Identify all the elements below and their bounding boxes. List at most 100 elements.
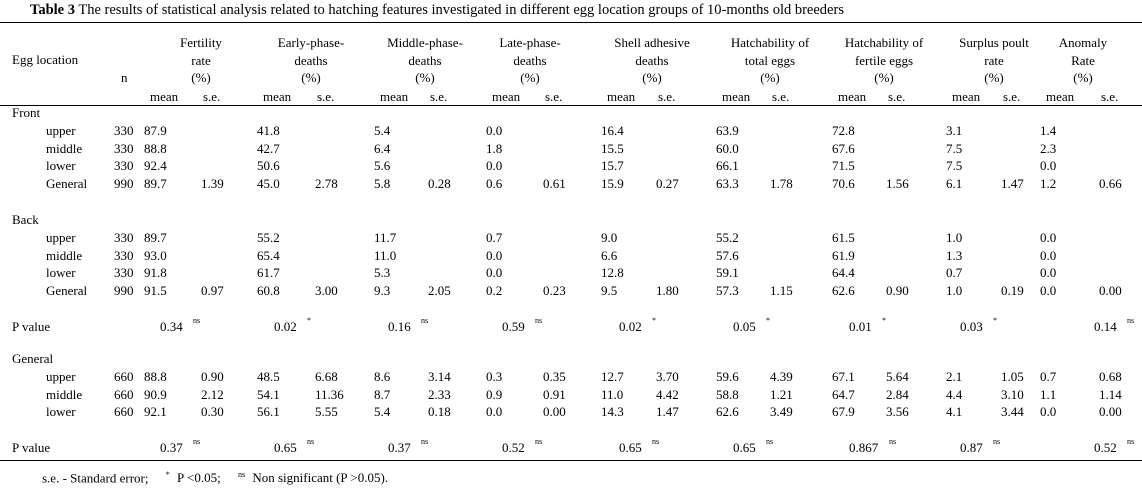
cell-mean: 0.0	[486, 247, 503, 263]
p-value: 0.03	[960, 319, 983, 334]
cell-se: 0.97	[201, 282, 224, 298]
cell-mean: 91.5	[144, 282, 167, 298]
cell-mean: 0.0	[486, 265, 503, 281]
ns-mark: ns	[535, 437, 543, 446]
cell-se: 0.27	[656, 175, 679, 191]
row-n: 330	[114, 247, 134, 263]
cell-se: 1.47	[1001, 175, 1024, 191]
cell-mean: 57.3	[716, 282, 739, 298]
cell-mean: 89.7	[144, 230, 167, 245]
cell-se: 2.78	[315, 175, 338, 191]
cell-mean: 62.6	[716, 404, 739, 420]
se-subheader: s.e.	[545, 89, 563, 104]
mean-subheader: mean	[607, 89, 636, 104]
cell-se: 0.90	[201, 369, 224, 384]
footnote-ns-mark: ns	[237, 470, 246, 479]
cell-mean: 70.6	[832, 175, 855, 191]
mean-subheader: mean	[263, 89, 292, 104]
ns-mark: ns	[1127, 316, 1135, 325]
se-subheader: s.e.	[1101, 89, 1119, 104]
column-header-unit: (%)	[760, 70, 780, 85]
cell-mean: 5.6	[374, 158, 391, 174]
cell-mean: 0.9	[486, 386, 503, 402]
p-value: 0.05	[733, 319, 756, 334]
cell-mean: 60.0	[716, 140, 739, 156]
table-footnote: s.e. - Standard error; * P <0.05; ns Non…	[42, 470, 388, 486]
cell-mean: 5.3	[374, 265, 391, 281]
significance-star: *	[307, 316, 311, 325]
cell-se: 0.00	[543, 404, 566, 420]
cell-mean: 91.8	[144, 265, 167, 281]
footnote-se: s.e. - Standard error;	[42, 470, 149, 486]
ns-mark: ns	[193, 437, 201, 446]
cell-mean: 61.7	[257, 265, 280, 281]
p-value: 0.65	[733, 440, 756, 455]
p-value: 0.87	[960, 440, 983, 455]
cell-mean: 8.6	[374, 369, 391, 384]
ns-mark: ns	[421, 437, 429, 446]
cell-se: 0.91	[543, 386, 566, 402]
se-subheader: s.e.	[772, 89, 790, 104]
cell-mean: 90.9	[144, 386, 167, 402]
section-title: Back	[12, 212, 39, 227]
cell-mean: 55.2	[257, 230, 280, 245]
column-header-line2: deaths	[408, 53, 442, 68]
table-caption-text: The results of statistical analysis rela…	[75, 2, 844, 18]
p-value: 0.52	[1094, 440, 1117, 455]
cell-mean: 1.8	[486, 140, 503, 156]
cell-mean: 1.4	[1040, 123, 1057, 138]
cell-se: 6.68	[315, 369, 338, 384]
ns-mark: ns	[193, 316, 201, 325]
cell-se: 0.18	[428, 404, 451, 420]
significance-star: *	[652, 316, 656, 325]
cell-mean: 61.5	[832, 230, 855, 245]
row-n: 660	[114, 369, 134, 384]
mean-subheader: mean	[380, 89, 409, 104]
cell-se: 3.56	[886, 404, 909, 420]
cell-se: 3.14	[428, 369, 451, 384]
cell-se: 2.12	[201, 386, 224, 402]
column-header-unit: (%)	[191, 70, 211, 85]
cell-mean: 12.8	[601, 265, 624, 281]
cell-mean: 0.2	[486, 282, 503, 298]
cell-mean: 1.1	[1040, 386, 1057, 402]
n-header: n	[121, 70, 128, 85]
cell-mean: 15.5	[601, 140, 624, 156]
cell-mean: 7.5	[946, 140, 963, 156]
row-n: 330	[114, 158, 134, 174]
mean-subheader: mean	[150, 89, 179, 104]
mean-subheader: mean	[838, 89, 867, 104]
mean-subheader: mean	[722, 89, 751, 104]
se-subheader: s.e.	[317, 89, 335, 104]
cell-se: 5.55	[315, 404, 338, 420]
ns-mark: ns	[307, 437, 315, 446]
cell-mean: 92.1	[144, 404, 167, 420]
cell-se: 2.33	[428, 386, 451, 402]
cell-se: 4.42	[656, 386, 679, 402]
cell-mean: 11.0	[374, 247, 397, 263]
cell-se: 1.05	[1001, 369, 1024, 384]
footnote-star-mark: *	[165, 470, 170, 479]
row-label: middle	[46, 140, 83, 156]
cell-mean: 57.6	[716, 247, 739, 263]
footnote-star: P <0.05;	[177, 470, 221, 486]
cell-mean: 4.1	[946, 404, 963, 420]
p-value-label: P value	[12, 440, 51, 455]
cell-mean: 0.0	[1040, 158, 1057, 174]
row-n: 990	[114, 282, 134, 298]
cell-se: 0.23	[543, 282, 566, 298]
cell-se: 1.47	[656, 404, 679, 420]
cell-se: 2.05	[428, 282, 451, 298]
se-subheader: s.e.	[430, 89, 448, 104]
se-subheader: s.e.	[658, 89, 676, 104]
cell-mean: 6.6	[601, 247, 618, 263]
row-label: middle	[46, 247, 83, 263]
column-header-unit: (%)	[415, 70, 435, 85]
ns-mark: ns	[421, 316, 429, 325]
mean-subheader: mean	[492, 89, 521, 104]
cell-mean: 1.0	[946, 282, 963, 298]
cell-mean: 0.7	[1040, 369, 1057, 384]
cell-se: 1.80	[656, 282, 679, 298]
cell-mean: 41.8	[257, 123, 280, 138]
cell-mean: 55.2	[716, 230, 739, 245]
